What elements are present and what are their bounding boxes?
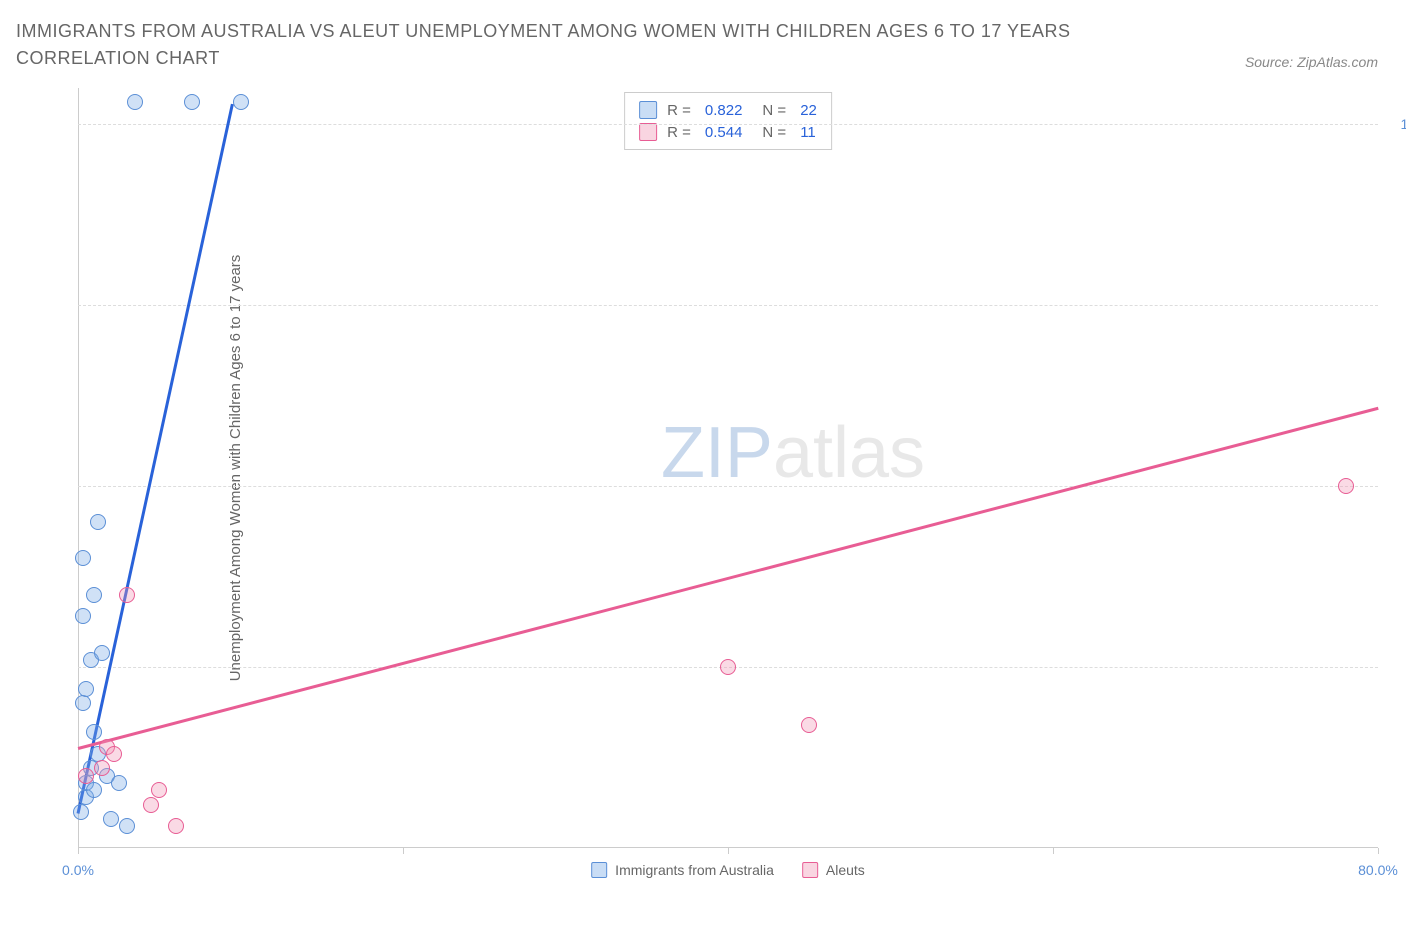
x-tick-label: 80.0% bbox=[1358, 862, 1398, 878]
data-point bbox=[86, 782, 102, 798]
data-point bbox=[111, 775, 127, 791]
data-point bbox=[119, 818, 135, 834]
data-point bbox=[233, 94, 249, 110]
gridline-h bbox=[78, 305, 1378, 306]
gridline-h bbox=[78, 124, 1378, 125]
source-attribution: Source: ZipAtlas.com bbox=[1245, 54, 1378, 70]
x-tick bbox=[1378, 848, 1379, 854]
data-point bbox=[94, 760, 110, 776]
data-point bbox=[103, 811, 119, 827]
legend-swatch bbox=[591, 862, 607, 878]
data-point bbox=[78, 768, 94, 784]
chart-title: IMMIGRANTS FROM AUSTRALIA VS ALEUT UNEMP… bbox=[16, 18, 1116, 72]
legend-label: Aleuts bbox=[826, 862, 865, 878]
gridline-h bbox=[78, 486, 1378, 487]
data-point bbox=[143, 797, 159, 813]
legend-n-label: N = bbox=[762, 102, 786, 119]
legend-swatch bbox=[639, 101, 657, 119]
data-point bbox=[75, 550, 91, 566]
watermark: ZIPatlas bbox=[661, 412, 925, 494]
data-point bbox=[801, 717, 817, 733]
data-point bbox=[106, 746, 122, 762]
x-tick bbox=[403, 848, 404, 854]
data-point bbox=[86, 587, 102, 603]
legend-swatch bbox=[639, 123, 657, 141]
trend-line-pink bbox=[78, 407, 1379, 750]
legend-r-value: 0.822 bbox=[705, 102, 743, 119]
trend-line-blue bbox=[77, 104, 234, 814]
x-tick-label: 0.0% bbox=[62, 862, 94, 878]
legend-n-label: N = bbox=[762, 124, 786, 141]
data-point bbox=[151, 782, 167, 798]
plot-region: ZIPatlas R =0.822N =22R =0.544N =11 Immi… bbox=[78, 88, 1378, 848]
data-point bbox=[184, 94, 200, 110]
data-point bbox=[90, 514, 106, 530]
y-axis-line bbox=[78, 88, 79, 848]
data-point bbox=[168, 818, 184, 834]
legend-row: R = 0.822 N = 22 bbox=[639, 99, 817, 121]
y-tick-label: 100.0% bbox=[1401, 116, 1406, 132]
data-point bbox=[127, 94, 143, 110]
legend-n-value: 11 bbox=[800, 124, 816, 141]
data-point bbox=[119, 587, 135, 603]
x-tick bbox=[728, 848, 729, 854]
legend-label: Immigrants from Australia bbox=[615, 862, 774, 878]
data-point bbox=[78, 681, 94, 697]
data-point bbox=[720, 659, 736, 675]
legend-r-value: 0.544 bbox=[705, 124, 743, 141]
correlation-legend: R = 0.822 N = 22 R = 0.544 N = 11 bbox=[624, 92, 832, 150]
data-point bbox=[75, 608, 91, 624]
legend-swatch bbox=[802, 862, 818, 878]
chart-area: Unemployment Among Women with Children A… bbox=[46, 88, 1386, 848]
data-point bbox=[75, 695, 91, 711]
data-point bbox=[73, 804, 89, 820]
bottom-legend-item: Aleuts bbox=[802, 862, 865, 878]
legend-n-value: 22 bbox=[800, 102, 817, 119]
bottom-legend-item: Immigrants from Australia bbox=[591, 862, 774, 878]
data-point bbox=[1338, 478, 1354, 494]
data-point bbox=[86, 724, 102, 740]
data-point bbox=[94, 645, 110, 661]
x-tick bbox=[78, 848, 79, 854]
legend-r-label: R = bbox=[667, 102, 691, 119]
x-tick bbox=[1053, 848, 1054, 854]
legend-r-label: R = bbox=[667, 124, 691, 141]
series-legend: Immigrants from Australia Aleuts bbox=[591, 862, 865, 878]
